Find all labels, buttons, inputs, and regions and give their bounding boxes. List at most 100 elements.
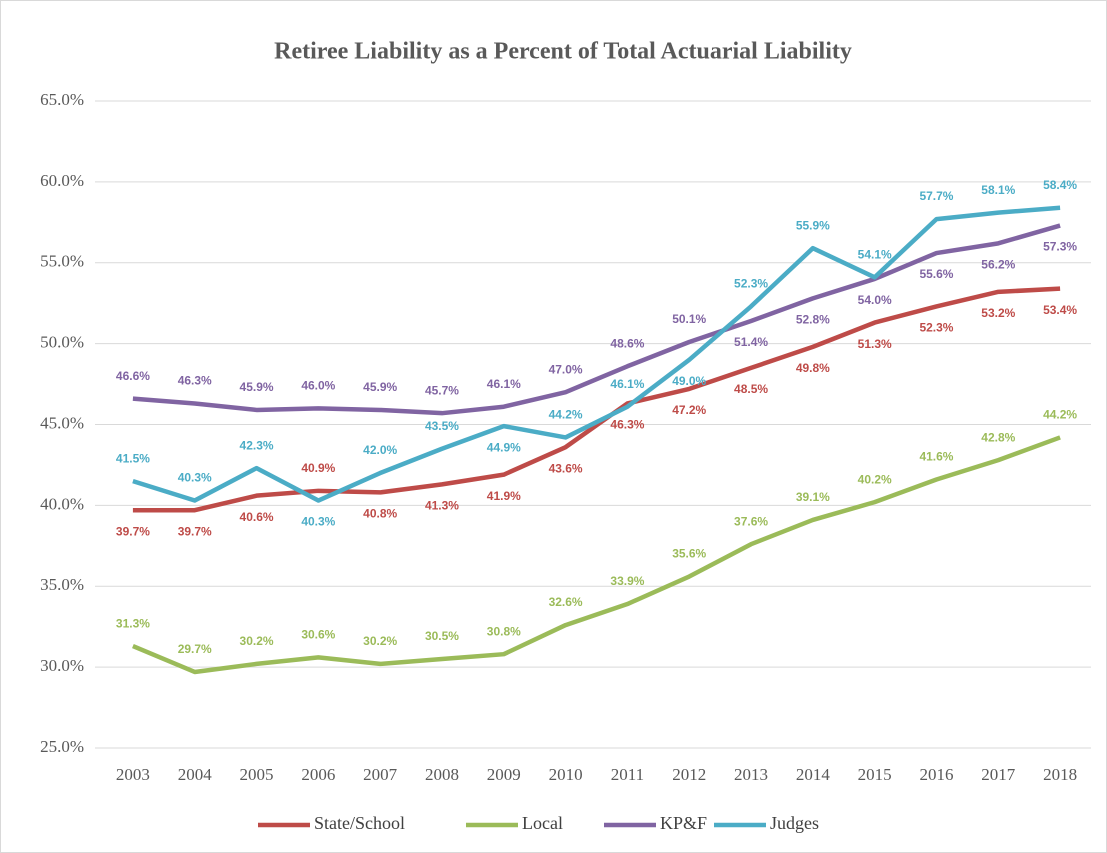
x-tick-label: 2018 [1043, 765, 1077, 784]
data-label: 46.3% [178, 374, 212, 388]
data-label: 44.2% [549, 408, 583, 422]
x-tick-label: 2015 [858, 765, 892, 784]
data-label: 52.3% [734, 277, 768, 291]
data-label: 40.9% [301, 461, 335, 475]
x-tick-label: 2003 [116, 765, 150, 784]
x-tick-label: 2005 [240, 765, 274, 784]
y-tick-label: 50.0% [40, 333, 84, 352]
data-label: 40.6% [240, 510, 274, 524]
x-tick-label: 2009 [487, 765, 521, 784]
x-tick-label: 2008 [425, 765, 459, 784]
data-label: 46.1% [487, 377, 521, 391]
legend-label: Local [522, 813, 563, 833]
data-label: 45.9% [240, 380, 274, 394]
data-label: 30.5% [425, 629, 459, 643]
data-label: 30.6% [301, 628, 335, 642]
x-tick-label: 2012 [672, 765, 706, 784]
x-tick-label: 2006 [301, 765, 335, 784]
data-label: 45.7% [425, 383, 459, 397]
data-label: 41.9% [487, 489, 521, 503]
data-label: 58.1% [981, 183, 1015, 197]
data-label: 47.2% [672, 403, 706, 417]
y-tick-label: 60.0% [40, 171, 84, 190]
data-label: 33.9% [610, 574, 644, 588]
series-line [132, 205, 1061, 503]
x-tick-label: 2017 [981, 765, 1016, 784]
data-label: 30.2% [363, 634, 397, 648]
y-tick-label: 30.0% [40, 656, 84, 675]
data-label: 42.8% [981, 430, 1015, 444]
data-label: 55.9% [796, 218, 830, 232]
x-tick-label: 2014 [796, 765, 831, 784]
data-label: 40.8% [363, 507, 397, 521]
data-label: 42.3% [240, 438, 274, 452]
data-label: 52.3% [919, 321, 953, 335]
data-label: 53.4% [1043, 303, 1077, 317]
data-label: 54.1% [858, 247, 892, 261]
data-label: 32.6% [549, 595, 583, 609]
x-tick-label: 2004 [178, 765, 213, 784]
series-line [132, 223, 1061, 416]
x-tick-label: 2010 [549, 765, 583, 784]
data-label: 40.2% [858, 472, 892, 486]
series-line [132, 435, 1061, 675]
data-label: 52.8% [796, 313, 830, 327]
data-label: 50.1% [672, 312, 706, 326]
data-label: 58.4% [1043, 178, 1077, 192]
y-tick-label: 65.0% [40, 90, 84, 109]
data-label: 44.2% [1043, 408, 1077, 422]
series-line [132, 286, 1061, 513]
data-label: 57.3% [1043, 240, 1077, 254]
data-label: 41.5% [116, 451, 150, 465]
data-label: 46.1% [610, 377, 644, 391]
data-label: 30.8% [487, 624, 521, 638]
data-label: 46.6% [116, 369, 150, 383]
data-label: 56.2% [981, 258, 1015, 272]
data-label: 49.0% [672, 374, 706, 388]
data-label: 53.2% [981, 306, 1015, 320]
data-label: 54.0% [858, 293, 892, 307]
x-tick-label: 2013 [734, 765, 768, 784]
data-label: 48.6% [610, 336, 644, 350]
data-label: 42.0% [363, 443, 397, 457]
data-label: 35.6% [672, 547, 706, 561]
x-tick-label: 2011 [611, 765, 644, 784]
legend-label: State/School [314, 813, 405, 833]
data-label: 30.2% [240, 634, 274, 648]
y-tick-label: 35.0% [40, 575, 84, 594]
data-label: 51.4% [734, 335, 768, 349]
data-label: 39.7% [178, 524, 212, 538]
data-label: 47.0% [549, 362, 583, 376]
data-label: 39.1% [796, 490, 830, 504]
y-tick-label: 40.0% [40, 494, 84, 513]
data-label: 40.3% [301, 515, 335, 529]
data-label: 55.6% [919, 267, 953, 281]
x-tick-label: 2016 [919, 765, 953, 784]
chart-title: Retiree Liability as a Percent of Total … [274, 39, 852, 65]
data-label: 40.3% [178, 471, 212, 485]
data-label: 37.6% [734, 514, 768, 528]
y-tick-label: 45.0% [40, 413, 84, 432]
data-label: 46.0% [301, 378, 335, 392]
data-label: 29.7% [178, 642, 212, 656]
legend-label: KP&F [660, 813, 707, 833]
data-label: 31.3% [116, 616, 150, 630]
data-label: 57.7% [919, 189, 953, 203]
data-label: 48.5% [734, 382, 768, 396]
data-label: 41.3% [425, 499, 459, 513]
data-label: 46.3% [610, 418, 644, 432]
data-label: 43.6% [549, 461, 583, 475]
data-label: 43.5% [425, 419, 459, 433]
data-label: 44.9% [487, 440, 521, 454]
x-tick-label: 2007 [363, 765, 398, 784]
data-label: 51.3% [858, 337, 892, 351]
data-label: 45.9% [363, 380, 397, 394]
data-label: 41.6% [919, 450, 953, 464]
y-tick-label: 25.0% [40, 737, 84, 756]
y-tick-label: 55.0% [40, 252, 84, 271]
data-label: 49.8% [796, 361, 830, 375]
legend-label: Judges [770, 813, 819, 833]
data-label: 39.7% [116, 524, 150, 538]
